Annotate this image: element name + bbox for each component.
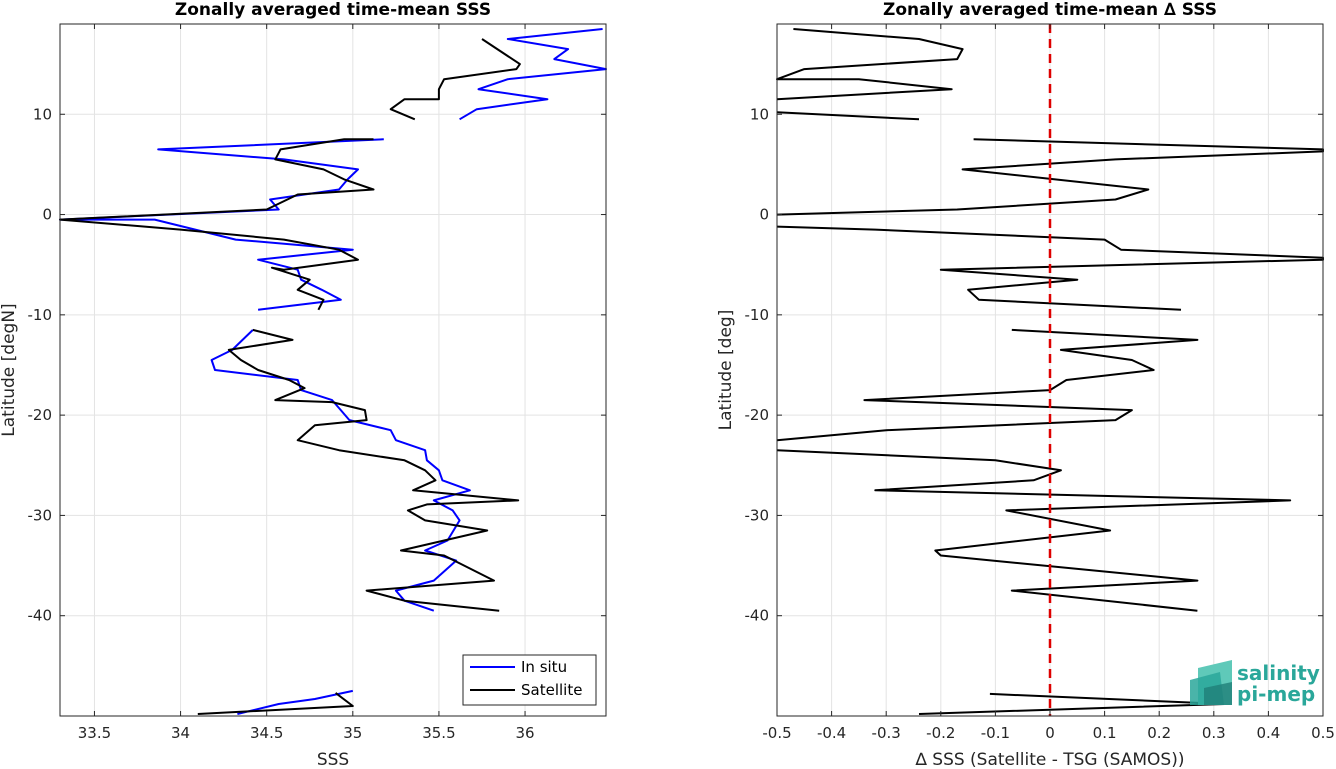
x-axis-label-right: ∆ SSS (Satellite - TSG (SAMOS)) — [915, 750, 1185, 769]
x-tick-label: 0.5 — [1311, 724, 1335, 742]
x-tick-label: 35 — [343, 724, 362, 742]
x-tick-label: -0.1 — [981, 724, 1010, 742]
y-tick-label: -10 — [28, 306, 53, 324]
series-line-satellite — [197, 692, 354, 715]
series-line-in-situ — [59, 138, 384, 311]
chart-title-right: Zonally averaged time-mean ∆ SSS — [883, 0, 1217, 20]
series-line-delta-sss — [776, 449, 1292, 612]
legend-box — [462, 654, 597, 706]
y-tick-label: 10 — [33, 105, 52, 123]
series-line-delta-sss — [776, 111, 920, 121]
x-tick-label: -0.4 — [817, 724, 846, 742]
x-tick-label: 34.5 — [250, 724, 283, 742]
series-left — [59, 28, 607, 715]
y-tick-label: -40 — [28, 607, 53, 625]
salinity-pi-mep-logo: salinity pi-mep — [1190, 660, 1320, 706]
logo-text-pi-mep: pi-mep — [1237, 682, 1315, 706]
y-tick-label: -40 — [745, 607, 770, 625]
plot-area-left — [60, 24, 606, 716]
sss-profile-chart: 33.5 34 34.5 35 35.5 36 -40 -30 -20 -10 0 10 Zonall… — [0, 0, 607, 769]
legend: In situ Satellite — [462, 654, 597, 706]
x-tick-label: 0 — [1045, 724, 1055, 742]
y-tick-label: -20 — [745, 406, 770, 424]
x-tick-label: 35.5 — [422, 724, 455, 742]
x-tick-label: 0.1 — [1093, 724, 1117, 742]
series-right — [776, 24, 1324, 716]
y-tick-label: 0 — [759, 206, 769, 224]
series-line-delta-sss — [776, 328, 1199, 442]
y-tick-label: 10 — [750, 105, 769, 123]
x-axis-label-left: SSS — [317, 750, 349, 769]
x-tick-label: 34 — [171, 724, 190, 742]
y-tick-label: -30 — [28, 506, 53, 524]
ticks-right: -0.5 -0.4 -0.3 -0.2 -0.1 0 0.1 0.2 0.3 0.4 0.5 -40 -… — [745, 24, 1335, 742]
y-tick-label: -10 — [745, 306, 770, 324]
series-line-delta-sss — [776, 28, 964, 101]
ticks-left: 33.5 34 34.5 35 35.5 36 -40 -30 -20 -10 0 10 — [28, 24, 606, 742]
x-tick-label: 36 — [516, 724, 535, 742]
legend-label-satellite: Satellite — [521, 681, 582, 699]
y-tick-label: -20 — [28, 406, 53, 424]
x-tick-label: 0.2 — [1147, 724, 1171, 742]
logo-text-salinity: salinity — [1237, 661, 1320, 685]
delta-sss-profile-chart: -0.5 -0.4 -0.3 -0.2 -0.1 0 0.1 0.2 0.3 0.4 0.5 -40 -… — [716, 0, 1335, 769]
x-tick-label: 0.4 — [1256, 724, 1280, 742]
series-line-satellite — [227, 328, 520, 612]
chart-title-left: Zonally averaged time-mean SSS — [175, 0, 491, 20]
y-axis-label-right: Latitude [deg] — [716, 310, 736, 431]
series-line-in-situ — [237, 689, 354, 715]
x-tick-label: -0.2 — [926, 724, 955, 742]
y-tick-label: -30 — [745, 506, 770, 524]
series-line-satellite — [389, 38, 521, 121]
x-tick-label: -0.3 — [872, 724, 901, 742]
x-tick-label: 33.5 — [78, 724, 111, 742]
y-tick-label: 0 — [42, 206, 52, 224]
series-line-satellite — [59, 138, 375, 311]
legend-label-in-situ: In situ — [521, 658, 567, 676]
logo-wave-icon — [1190, 660, 1232, 705]
axes-box-left — [59, 23, 607, 717]
x-tick-label: 0.3 — [1202, 724, 1226, 742]
series-line-in-situ — [459, 28, 607, 121]
x-tick-label: -0.5 — [762, 724, 791, 742]
y-axis-label-left: Latitude [degN] — [0, 303, 19, 436]
